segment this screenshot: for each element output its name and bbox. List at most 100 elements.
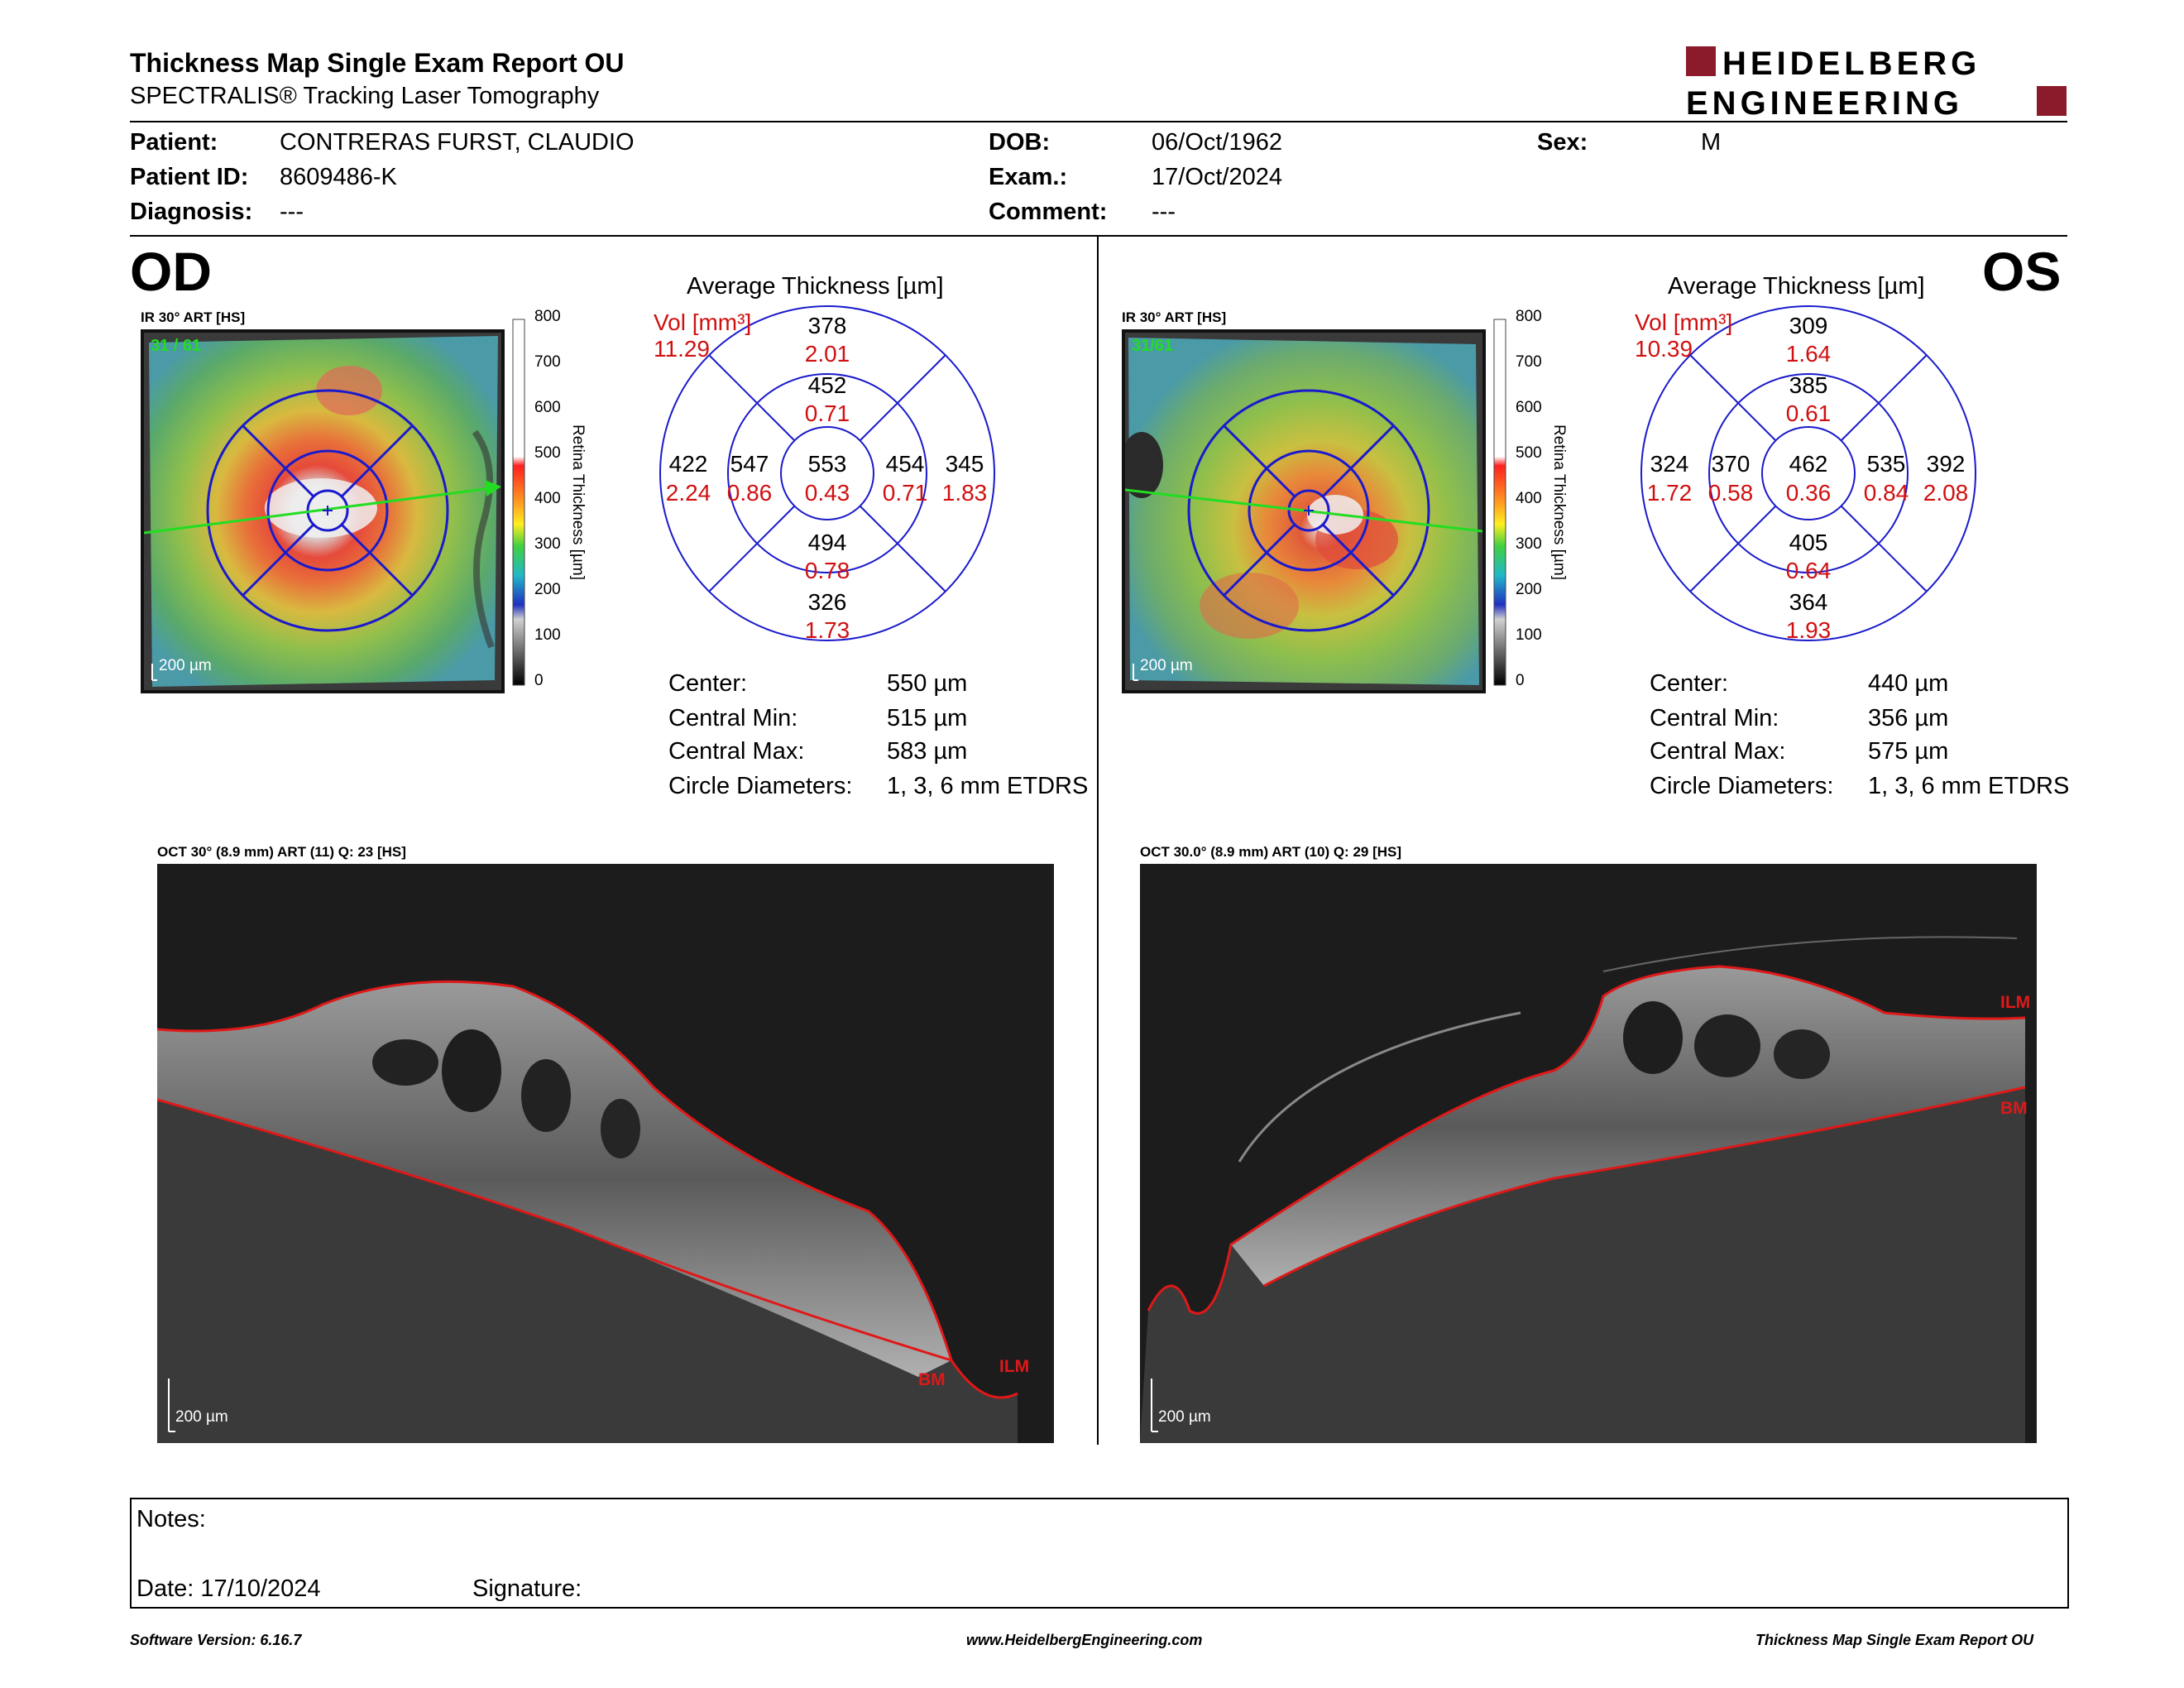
od-stat-value: 550 µm — [887, 670, 968, 697]
od-scale-tick: 0 — [534, 672, 544, 689]
od-scale-tick: 700 — [534, 353, 561, 371]
os-inner-nasal-thickness: 535 — [1866, 451, 1906, 477]
os-stat-value: 440 µm — [1868, 670, 1949, 697]
od-outer-inferior-thickness: 326 — [807, 589, 847, 615]
os-outer-superior-thickness: 309 — [1789, 313, 1828, 338]
dob-label: DOB: — [989, 129, 1051, 156]
patient-id-label: Patient ID: — [130, 164, 249, 190]
od-center-volume: 0.43 — [804, 480, 850, 506]
os-center-volume: 0.36 — [1785, 480, 1832, 506]
os-avg-title: Average Thickness [µm] — [1668, 273, 1925, 300]
od-oct-caption: OCT 30° (8.9 mm) ART (11) Q: 23 [HS] — [157, 844, 406, 860]
diagnosis: --- — [280, 199, 304, 225]
od-stat-label: Central Max: — [668, 738, 805, 765]
od-map-scalebar: 200 µm — [159, 657, 212, 674]
logo-line2: ENGINEERING — [1686, 85, 1963, 119]
od-avg-title: Average Thickness [µm] — [687, 273, 944, 300]
od-oct-scalebar: 200 µm — [175, 1408, 228, 1426]
od-scale-tick: 100 — [534, 626, 561, 644]
od-center-thickness: 553 — [807, 451, 847, 477]
sex: M — [1701, 129, 1722, 156]
os-scale-tick: 800 — [1516, 308, 1542, 325]
os-vol-total: 10.39 — [1635, 336, 1693, 362]
od-outer-superior-volume: 2.01 — [804, 341, 850, 367]
od-inner-nasal-volume: 0.71 — [882, 480, 928, 506]
od-outer-superior-thickness: 378 — [807, 313, 847, 338]
od-thickness-map[interactable]: 31 / 61 200 µm — [141, 329, 505, 693]
os-scale-tick: 700 — [1516, 353, 1542, 371]
os-inner-superior-volume: 0.61 — [1785, 400, 1832, 426]
os-stat-label: Central Max: — [1650, 738, 1786, 765]
os-center-thickness: 462 — [1789, 451, 1828, 477]
os-outer-inferior-volume: 1.93 — [1785, 617, 1832, 643]
os-outer-temporal-thickness: 324 — [1650, 451, 1689, 477]
od-scale-title: Retina Thickness [µm] — [569, 424, 587, 580]
os-map-counter: 31/61 — [1132, 337, 1173, 355]
os-stat-label: Circle Diameters: — [1650, 773, 1834, 799]
sex-label: Sex: — [1537, 129, 1588, 156]
os-outer-inferior-thickness: 364 — [1789, 589, 1828, 615]
os-oct-bscan[interactable]: ILM BM 200 µm — [1140, 864, 2037, 1443]
os-stat-value: 1, 3, 6 mm ETDRS — [1868, 773, 2070, 799]
od-stat-label: Central Min: — [668, 705, 798, 731]
os-oct-bm-label: BM — [2000, 1099, 2028, 1118]
os-stat-value: 356 µm — [1868, 705, 1949, 731]
od-inner-superior-thickness: 452 — [807, 372, 847, 398]
patient-name: CONTRERAS FURST, CLAUDIO — [280, 129, 635, 156]
comment: --- — [1152, 199, 1176, 225]
software-version: Software Version: 6.16.7 — [130, 1632, 302, 1648]
logo-line1: HEIDELBERG — [1722, 46, 1980, 82]
os-outer-temporal-volume: 1.72 — [1646, 480, 1693, 506]
os-thickness-map[interactable]: 31/61 200 µm — [1120, 329, 1486, 693]
eye-divider — [1097, 237, 1099, 1445]
od-scale-tick: 200 — [534, 581, 561, 598]
od-stat-value: 515 µm — [887, 705, 968, 731]
os-inner-inferior-volume: 0.64 — [1785, 558, 1832, 583]
footer-report-name: Thickness Map Single Exam Report OU — [1755, 1632, 2034, 1648]
od-oct-bm-label: BM — [918, 1370, 946, 1389]
dob: 06/Oct/1962 — [1152, 129, 1282, 156]
os-inner-superior-thickness: 385 — [1789, 372, 1828, 398]
os-oct-scalebar: 200 µm — [1158, 1408, 1211, 1426]
notes-box[interactable]: Notes: Date: 17/10/2024 Signature: — [130, 1498, 2069, 1609]
os-scale-tick: 300 — [1516, 535, 1542, 553]
od-map-caption: IR 30° ART [HS] — [141, 309, 246, 325]
od-outer-temporal-thickness: 422 — [668, 451, 708, 477]
patient-label: Patient: — [130, 129, 218, 156]
os-scale-tick: 600 — [1516, 399, 1542, 416]
os-scale-tick: 400 — [1516, 490, 1542, 507]
notes-label: Notes: — [136, 1506, 206, 1532]
od-inner-inferior-thickness: 494 — [807, 530, 847, 555]
os-oct-ilm-label: ILM — [2000, 993, 2030, 1012]
exam-date: 17/Oct/2024 — [1152, 164, 1282, 190]
od-scale-tick: 400 — [534, 490, 561, 507]
os-stat-label: Center: — [1650, 670, 1729, 697]
os-outer-nasal-thickness: 392 — [1926, 451, 1966, 477]
os-inner-temporal-volume: 0.58 — [1707, 480, 1754, 506]
comment-label: Comment: — [989, 199, 1108, 225]
os-inner-temporal-thickness: 370 — [1711, 451, 1751, 477]
od-inner-temporal-thickness: 547 — [730, 451, 769, 477]
od-etdrs-grid — [654, 300, 1001, 647]
od-inner-inferior-volume: 0.78 — [804, 558, 850, 583]
os-stat-value: 575 µm — [1868, 738, 1949, 765]
report-title: Thickness Map Single Exam Report OU — [130, 48, 625, 78]
patient-id: 8609486-K — [280, 164, 397, 190]
od-color-scale — [511, 318, 602, 690]
od-inner-temporal-volume: 0.86 — [726, 480, 773, 506]
od-oct-bscan[interactable]: ILM BM 200 µm — [156, 864, 1054, 1443]
website-link[interactable]: www.HeidelbergEngineering.com — [966, 1632, 1203, 1648]
od-stat-label: Circle Diameters: — [668, 773, 853, 799]
od-outer-inferior-volume: 1.73 — [804, 617, 850, 643]
od-stat-value: 1, 3, 6 mm ETDRS — [887, 773, 1089, 799]
os-map-scalebar: 200 µm — [1140, 657, 1193, 674]
os-oct-caption: OCT 30.0° (8.9 mm) ART (10) Q: 29 [HS] — [1140, 844, 1402, 860]
od-scale-tick: 300 — [534, 535, 561, 553]
date-label: Date: 17/10/2024 — [136, 1575, 321, 1602]
od-scale-tick: 800 — [534, 308, 561, 325]
od-map-counter: 31 / 61 — [151, 337, 201, 355]
od-inner-superior-volume: 0.71 — [804, 400, 850, 426]
os-scale-tick: 0 — [1516, 672, 1525, 689]
heidelberg-logo: HEIDELBERG ENGINEERING — [1686, 43, 2067, 122]
os-vol-label: Vol [mm³] — [1635, 309, 1733, 335]
